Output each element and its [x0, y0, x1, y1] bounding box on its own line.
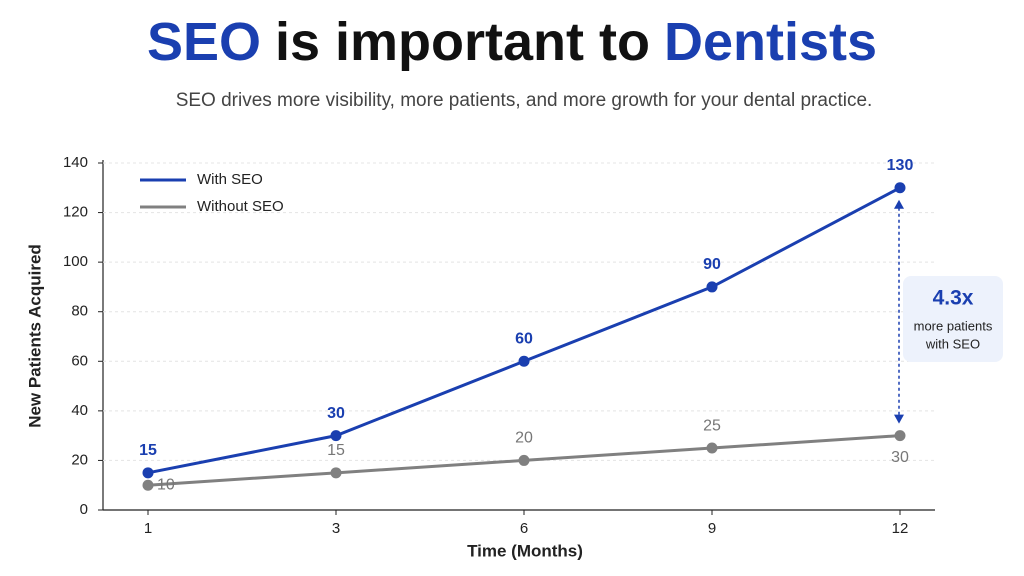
legend-label: Without SEO: [197, 198, 284, 215]
x-tick-label: 1: [144, 520, 152, 537]
y-tick-label: 100: [63, 253, 88, 270]
y-tick-label: 80: [71, 303, 88, 320]
x-tick-label: 12: [892, 520, 909, 537]
data-label: 130: [887, 157, 914, 174]
legend-label: With SEO: [197, 171, 263, 188]
point: [330, 430, 342, 442]
data-label: 90: [703, 256, 721, 273]
y-tick-label: 140: [63, 154, 88, 171]
y-tick-label: 40: [71, 402, 88, 419]
title-part: Dentists: [664, 12, 877, 72]
data-label: 15: [139, 442, 157, 459]
x-tick-label: 9: [708, 520, 716, 537]
data-label: 30: [327, 405, 345, 422]
x-tick-label: 3: [332, 520, 340, 537]
y-tick-label: 0: [80, 501, 88, 518]
annotation-text: with SEO: [925, 336, 980, 351]
point: [894, 182, 906, 194]
chart-subtitle: SEO drives more visibility, more patient…: [176, 90, 873, 111]
point: [706, 281, 718, 293]
arrow-head: [894, 414, 904, 424]
chart-title: SEO is important to Dentists: [147, 12, 877, 72]
data-label: 15: [327, 442, 345, 459]
title-part: SEO: [147, 12, 261, 72]
y-tick-label: 60: [71, 352, 88, 369]
x-axis-label: Time (Months): [467, 541, 583, 560]
y-axis-label: New Patients Acquired: [25, 244, 44, 428]
title-part: is important to: [275, 12, 650, 72]
data-label: 30: [891, 449, 909, 466]
data-label: 20: [515, 430, 533, 447]
data-label: 60: [515, 331, 533, 348]
y-tick-label: 20: [71, 451, 88, 468]
point: [518, 355, 530, 367]
data-label: 25: [703, 417, 721, 434]
point: [518, 454, 530, 466]
arrow-head: [894, 199, 904, 209]
point: [894, 430, 906, 442]
annotation-value: 4.3x: [933, 287, 974, 310]
point: [142, 467, 154, 479]
point: [142, 479, 154, 491]
point: [706, 442, 718, 454]
annotation-text: more patients: [914, 318, 993, 333]
x-tick-label: 6: [520, 520, 528, 537]
data-label: 10: [157, 476, 175, 493]
annotation-box: [903, 276, 1003, 362]
point: [330, 467, 342, 479]
y-tick-label: 120: [63, 204, 88, 221]
